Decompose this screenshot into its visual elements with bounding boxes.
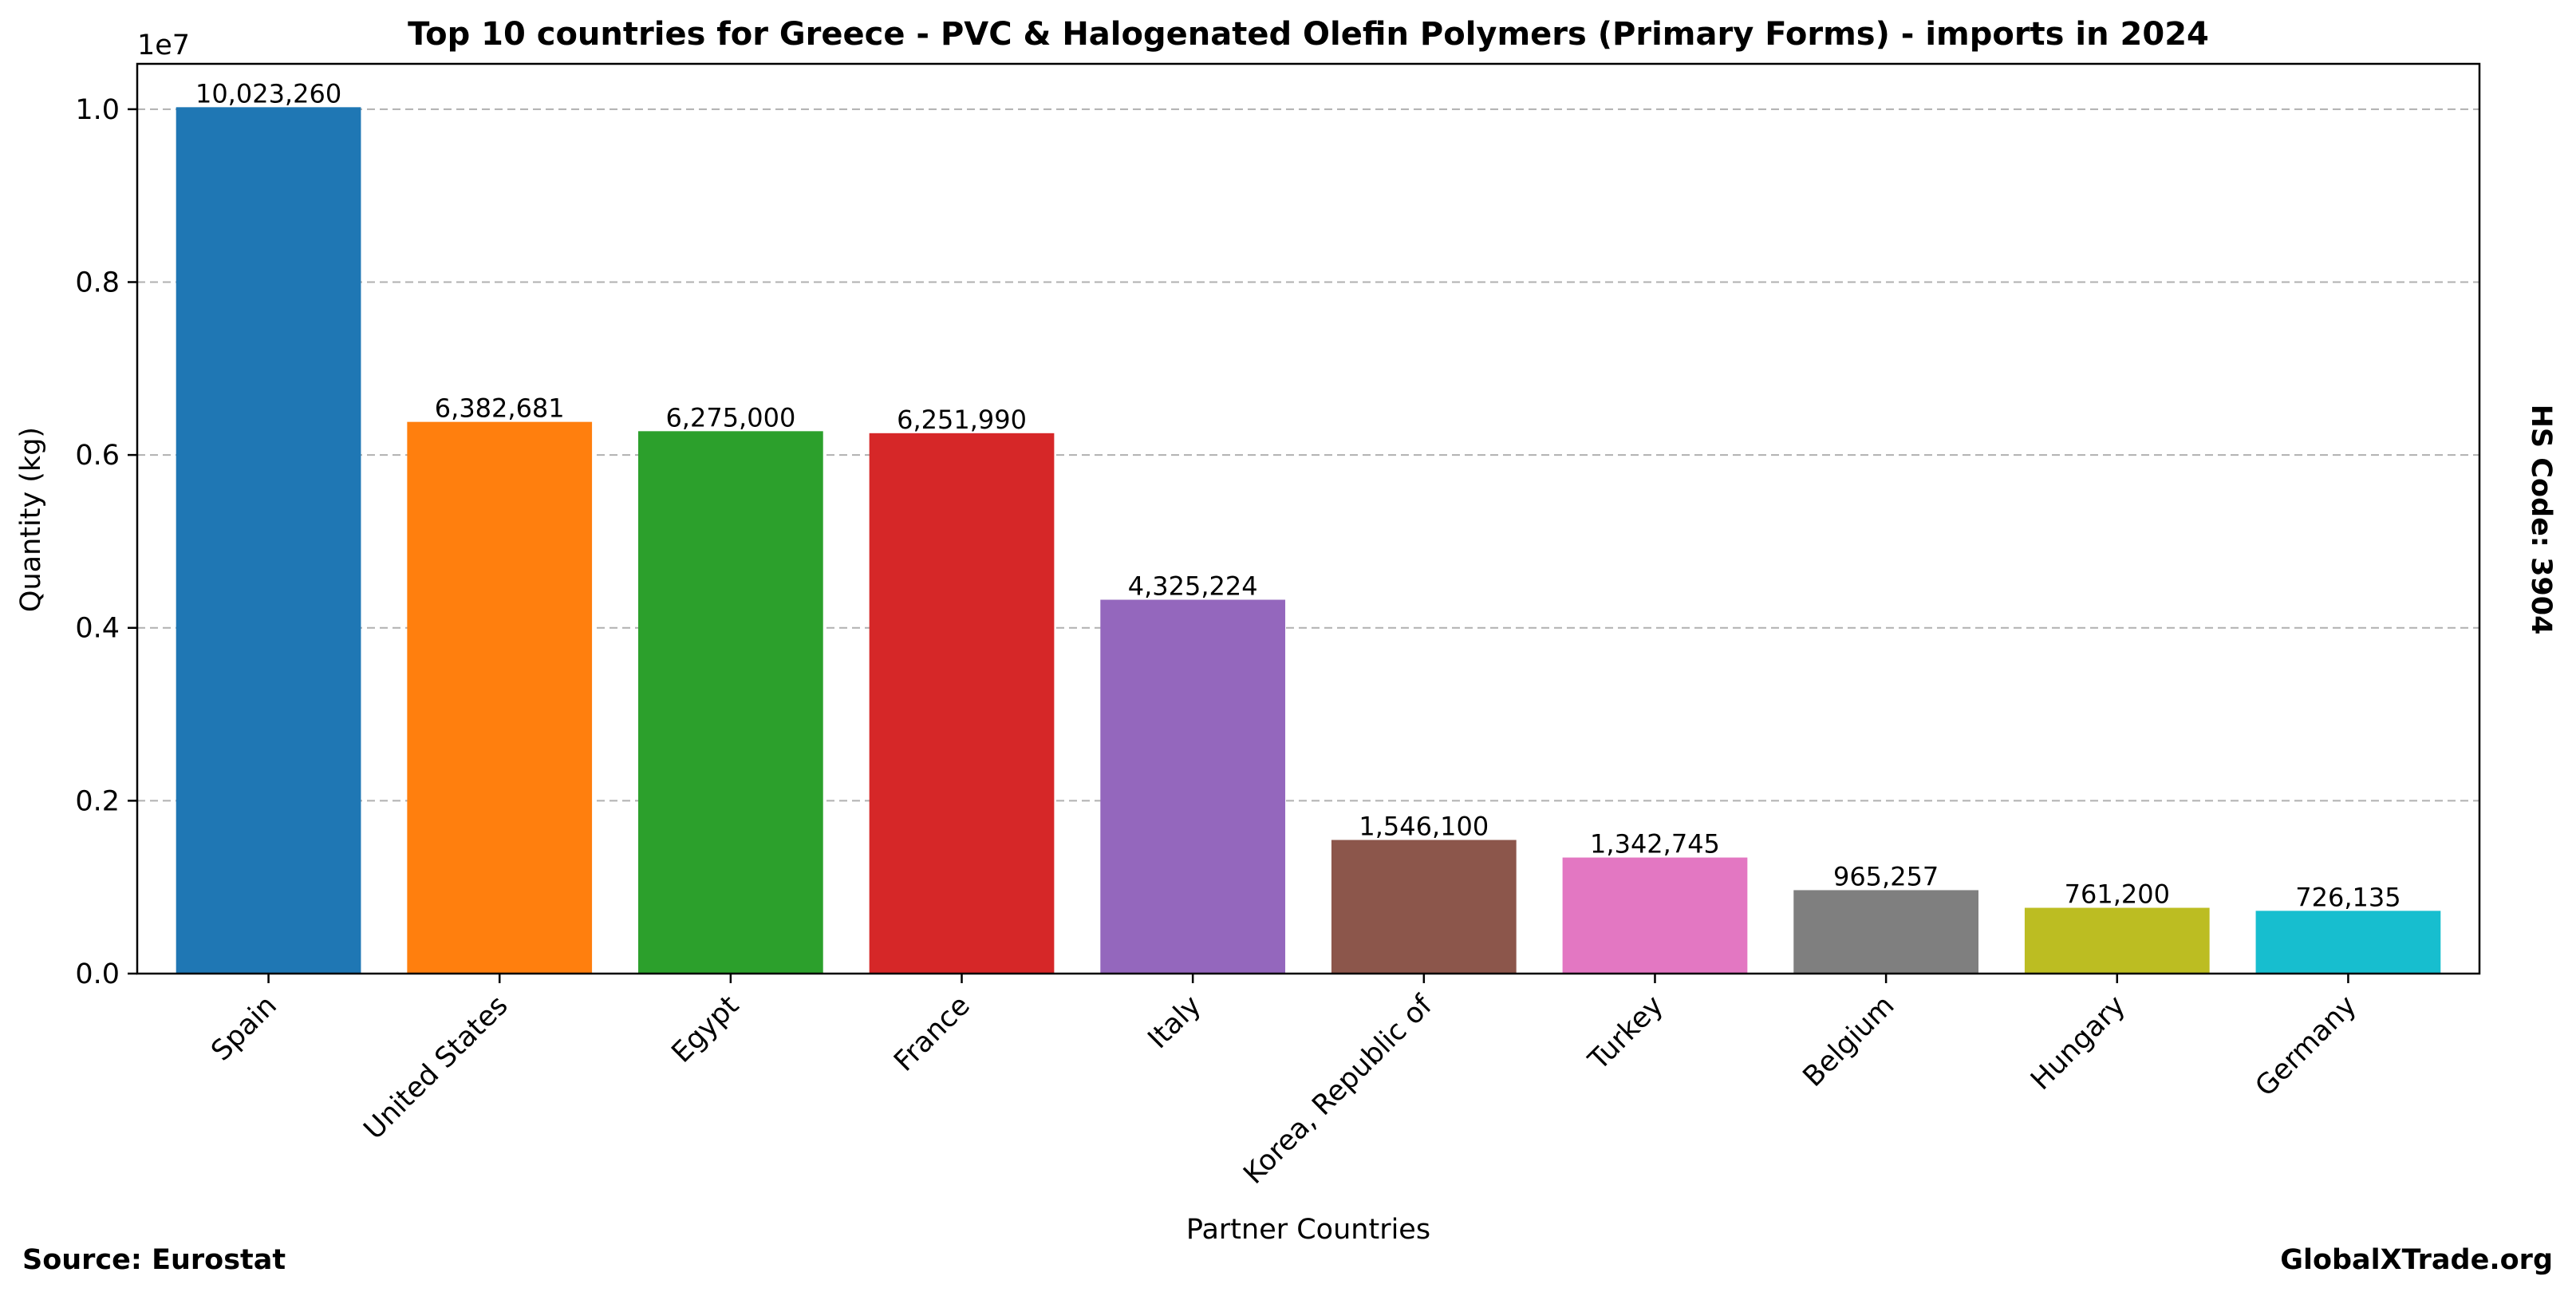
bar-value-label: 965,257 (1833, 861, 1939, 891)
bar-value-label: 4,325,224 (1128, 571, 1258, 602)
chart-title: Top 10 countries for Greece - PVC & Halo… (408, 16, 2209, 53)
bar (2255, 911, 2441, 974)
bar-value-label: 6,382,681 (435, 393, 565, 424)
x-tick-label: Egypt (666, 990, 746, 1069)
x-axis-ticks: Spain United States Egypt France Italy Korea,… (205, 974, 2363, 1191)
y-tick-label: 0.8 (75, 267, 120, 298)
x-tick-label: Spain (205, 990, 282, 1067)
x-tick-label: Italy (1142, 990, 1208, 1055)
x-tick-label: Hungary (2025, 990, 2132, 1096)
bar (1100, 599, 1286, 974)
source-label: Source: Eurostat (22, 1244, 286, 1276)
bar (176, 107, 361, 974)
bar (1331, 840, 1517, 974)
y-tick-label: 0.2 (75, 785, 120, 817)
bar-value-label: 726,135 (2295, 882, 2400, 912)
x-tick-label: France (888, 990, 976, 1078)
x-tick-label: Turkey (1582, 990, 1670, 1077)
bar (1562, 857, 1748, 974)
bar (1793, 890, 1978, 974)
x-tick-label: Korea, Republic of (1238, 990, 1439, 1191)
bar-value-label: 761,200 (2065, 879, 2170, 910)
bar-value-label: 6,275,000 (665, 402, 795, 433)
plot-area-frame (136, 62, 2481, 975)
y-tick-label: 0.6 (75, 440, 120, 472)
bar (638, 431, 823, 974)
bar-value-label: 6,251,990 (897, 405, 1027, 435)
bar-value-label: 1,342,745 (1590, 829, 1720, 859)
watermark-label: GlobalXTrade.org (2280, 1244, 2553, 1276)
x-tick-label: United States (358, 990, 515, 1146)
data-labels: 10,023,260 6,382,681 6,275,000 6,251,990 4,3… (195, 78, 2401, 912)
x-axis-label: Partner Countries (1186, 1214, 1430, 1246)
x-tick-label: Belgium (1797, 990, 1901, 1093)
x-tick-label: Germany (2250, 990, 2363, 1103)
y-tick-label: 1.0 (75, 94, 120, 126)
y-axis-scale-label: 1e7 (137, 30, 190, 61)
y-tick-label: 0.4 (75, 613, 120, 645)
bar (869, 433, 1055, 974)
bars (176, 107, 2441, 974)
bar-value-label: 10,023,260 (195, 78, 341, 109)
y-axis-ticks: 0.0 0.2 0.4 0.6 0.8 1.0 (75, 94, 137, 990)
hs-code-label: HS Code: 3904 (2525, 405, 2557, 635)
bar (2024, 907, 2210, 974)
bar (407, 421, 593, 974)
y-tick-label: 0.0 (75, 958, 120, 990)
bar-value-label: 1,546,100 (1359, 812, 1489, 842)
y-axis-label: Quantity (kg) (15, 427, 47, 612)
